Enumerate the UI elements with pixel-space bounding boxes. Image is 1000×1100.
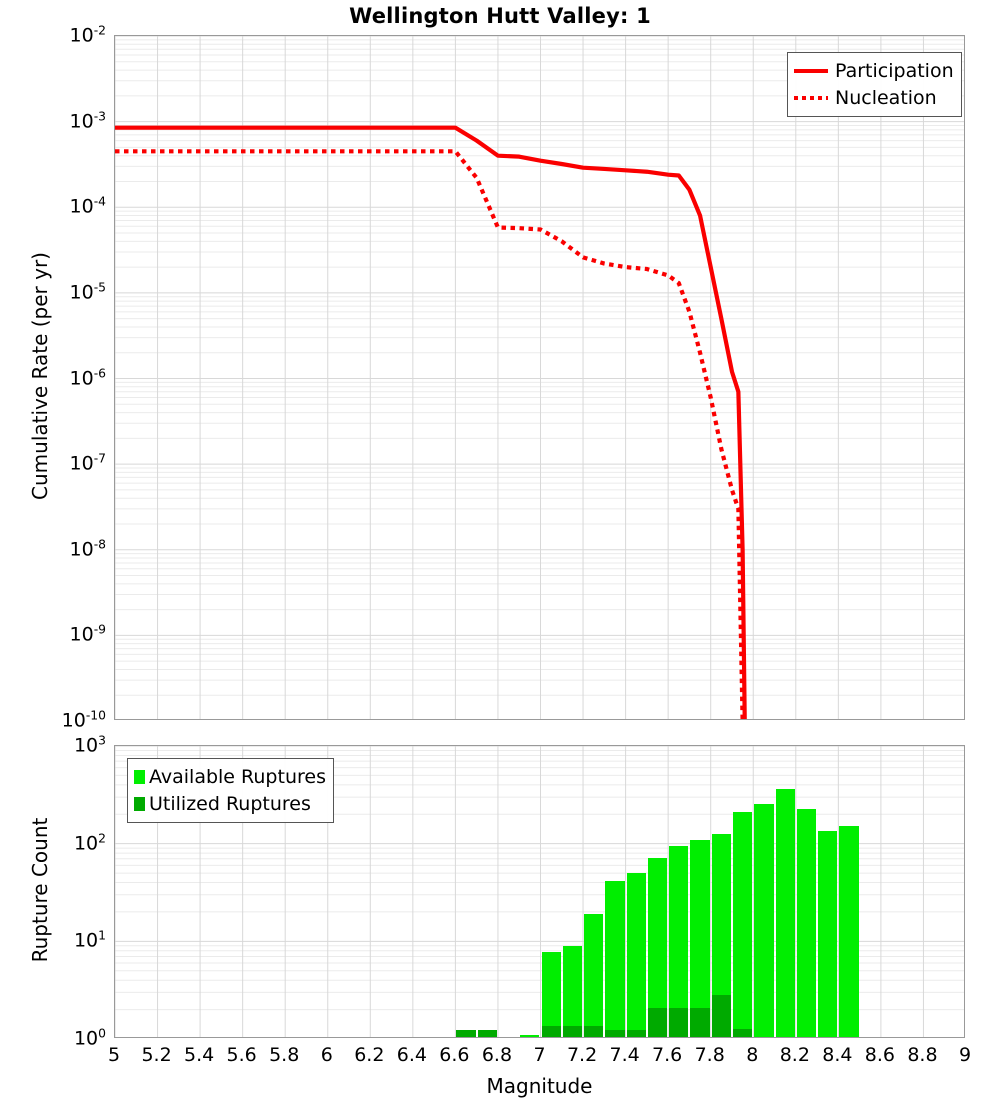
x-tick-label: 5.2 [141, 1044, 171, 1066]
x-tick-label: 7.2 [567, 1044, 597, 1066]
bar-available [797, 809, 816, 1037]
x-tick-label: 6.6 [439, 1044, 469, 1066]
bar-utilized [584, 1026, 603, 1037]
bar-available [584, 914, 603, 1037]
y-tick-label: 103 [74, 733, 106, 756]
x-tick-label: 7.4 [609, 1044, 639, 1066]
y-tick-label: 102 [74, 831, 106, 854]
x-tick-label: 5.4 [184, 1044, 214, 1066]
legend-label: Available Ruptures [149, 766, 326, 788]
color-swatch-icon [134, 770, 145, 784]
bar-utilized [563, 1026, 582, 1037]
bar-available [605, 881, 624, 1037]
bar-available [627, 873, 646, 1037]
y-tick-label: 10-8 [70, 537, 107, 560]
page-title: Wellington Hutt Valley: 1 [0, 4, 1000, 28]
bar-available [818, 831, 837, 1037]
x-tick-label: 5.6 [227, 1044, 257, 1066]
y-tick-label: 10-10 [62, 708, 106, 731]
bar-utilized [712, 995, 731, 1037]
bar-utilized [456, 1030, 475, 1037]
x-tick-label: 7 [533, 1044, 545, 1066]
y-tick-label: 10-2 [70, 23, 107, 46]
x-tick-label: 8.4 [822, 1044, 852, 1066]
legend-label: Nucleation [835, 87, 937, 109]
solid-line-icon [794, 69, 828, 73]
x-tick-label: 6.2 [354, 1044, 384, 1066]
bar-utilized [605, 1030, 624, 1037]
legend-item-bar: Available Ruptures [134, 763, 326, 790]
y-tick-label: 10-3 [70, 109, 107, 132]
y-tick-label: 10-5 [70, 280, 107, 303]
bar-utilized [733, 1029, 752, 1037]
legend-item-dotted: Nucleation [794, 84, 954, 111]
bar-utilized [690, 1008, 709, 1037]
bottom-axis-label-y: Rupture Count [28, 762, 52, 1018]
bar-available [563, 946, 582, 1037]
x-tick-label: 6.4 [397, 1044, 427, 1066]
y-tick-label: 100 [74, 1026, 106, 1049]
dotted-line-icon [794, 96, 828, 100]
y-tick-label: 10-7 [70, 451, 107, 474]
bar-utilized [648, 1008, 667, 1037]
y-tick-label: 101 [74, 929, 106, 952]
figure-root: Wellington Hutt Valley: 1 Cumulative Rat… [0, 0, 1000, 1100]
x-tick-label: 6.8 [482, 1044, 512, 1066]
legend-item-bar: Utilized Ruptures [134, 790, 326, 817]
x-tick-label: 7.8 [695, 1044, 725, 1066]
bar-utilized [627, 1030, 646, 1037]
axis-label-x: Magnitude [114, 1074, 965, 1098]
y-tick-label: 10-6 [70, 366, 107, 389]
y-tick-label: 10-9 [70, 623, 107, 646]
bar-available [733, 812, 752, 1037]
top-axis-label-y: Cumulative Rate (per yr) [28, 96, 52, 656]
series-participation-line [115, 128, 745, 720]
x-tick-label: 8.2 [780, 1044, 810, 1066]
x-tick-label: 8.6 [865, 1044, 895, 1066]
legend-label: Utilized Ruptures [149, 793, 311, 815]
bar-available [542, 952, 561, 1037]
x-tick-label: 7.6 [652, 1044, 682, 1066]
bar-utilized [669, 1008, 688, 1037]
top-legend: Participation Nucleation [787, 52, 962, 117]
top-plot-area [114, 35, 965, 720]
x-tick-label: 6 [321, 1044, 333, 1066]
x-tick-label: 9 [959, 1044, 971, 1066]
top-plot-svg [115, 36, 965, 720]
bar-available [754, 804, 773, 1037]
bar-available [776, 789, 795, 1037]
color-swatch-icon [134, 797, 145, 811]
x-tick-label: 5 [108, 1044, 120, 1066]
x-tick-label: 8.8 [907, 1044, 937, 1066]
bar-available [520, 1035, 539, 1037]
bar-utilized [542, 1026, 561, 1037]
x-tick-label: 5.8 [269, 1044, 299, 1066]
x-tick-label: 8 [746, 1044, 758, 1066]
legend-item-solid: Participation [794, 57, 954, 84]
y-tick-label: 10-4 [70, 195, 107, 218]
bar-utilized [478, 1030, 497, 1037]
series-nucleation-line [115, 151, 743, 720]
bar-available [839, 826, 858, 1037]
legend-label: Participation [835, 60, 954, 82]
x-tick-labels: 55.25.45.65.866.26.46.66.877.27.47.67.88… [114, 1044, 965, 1070]
bottom-legend: Available Ruptures Utilized Ruptures [127, 758, 334, 823]
